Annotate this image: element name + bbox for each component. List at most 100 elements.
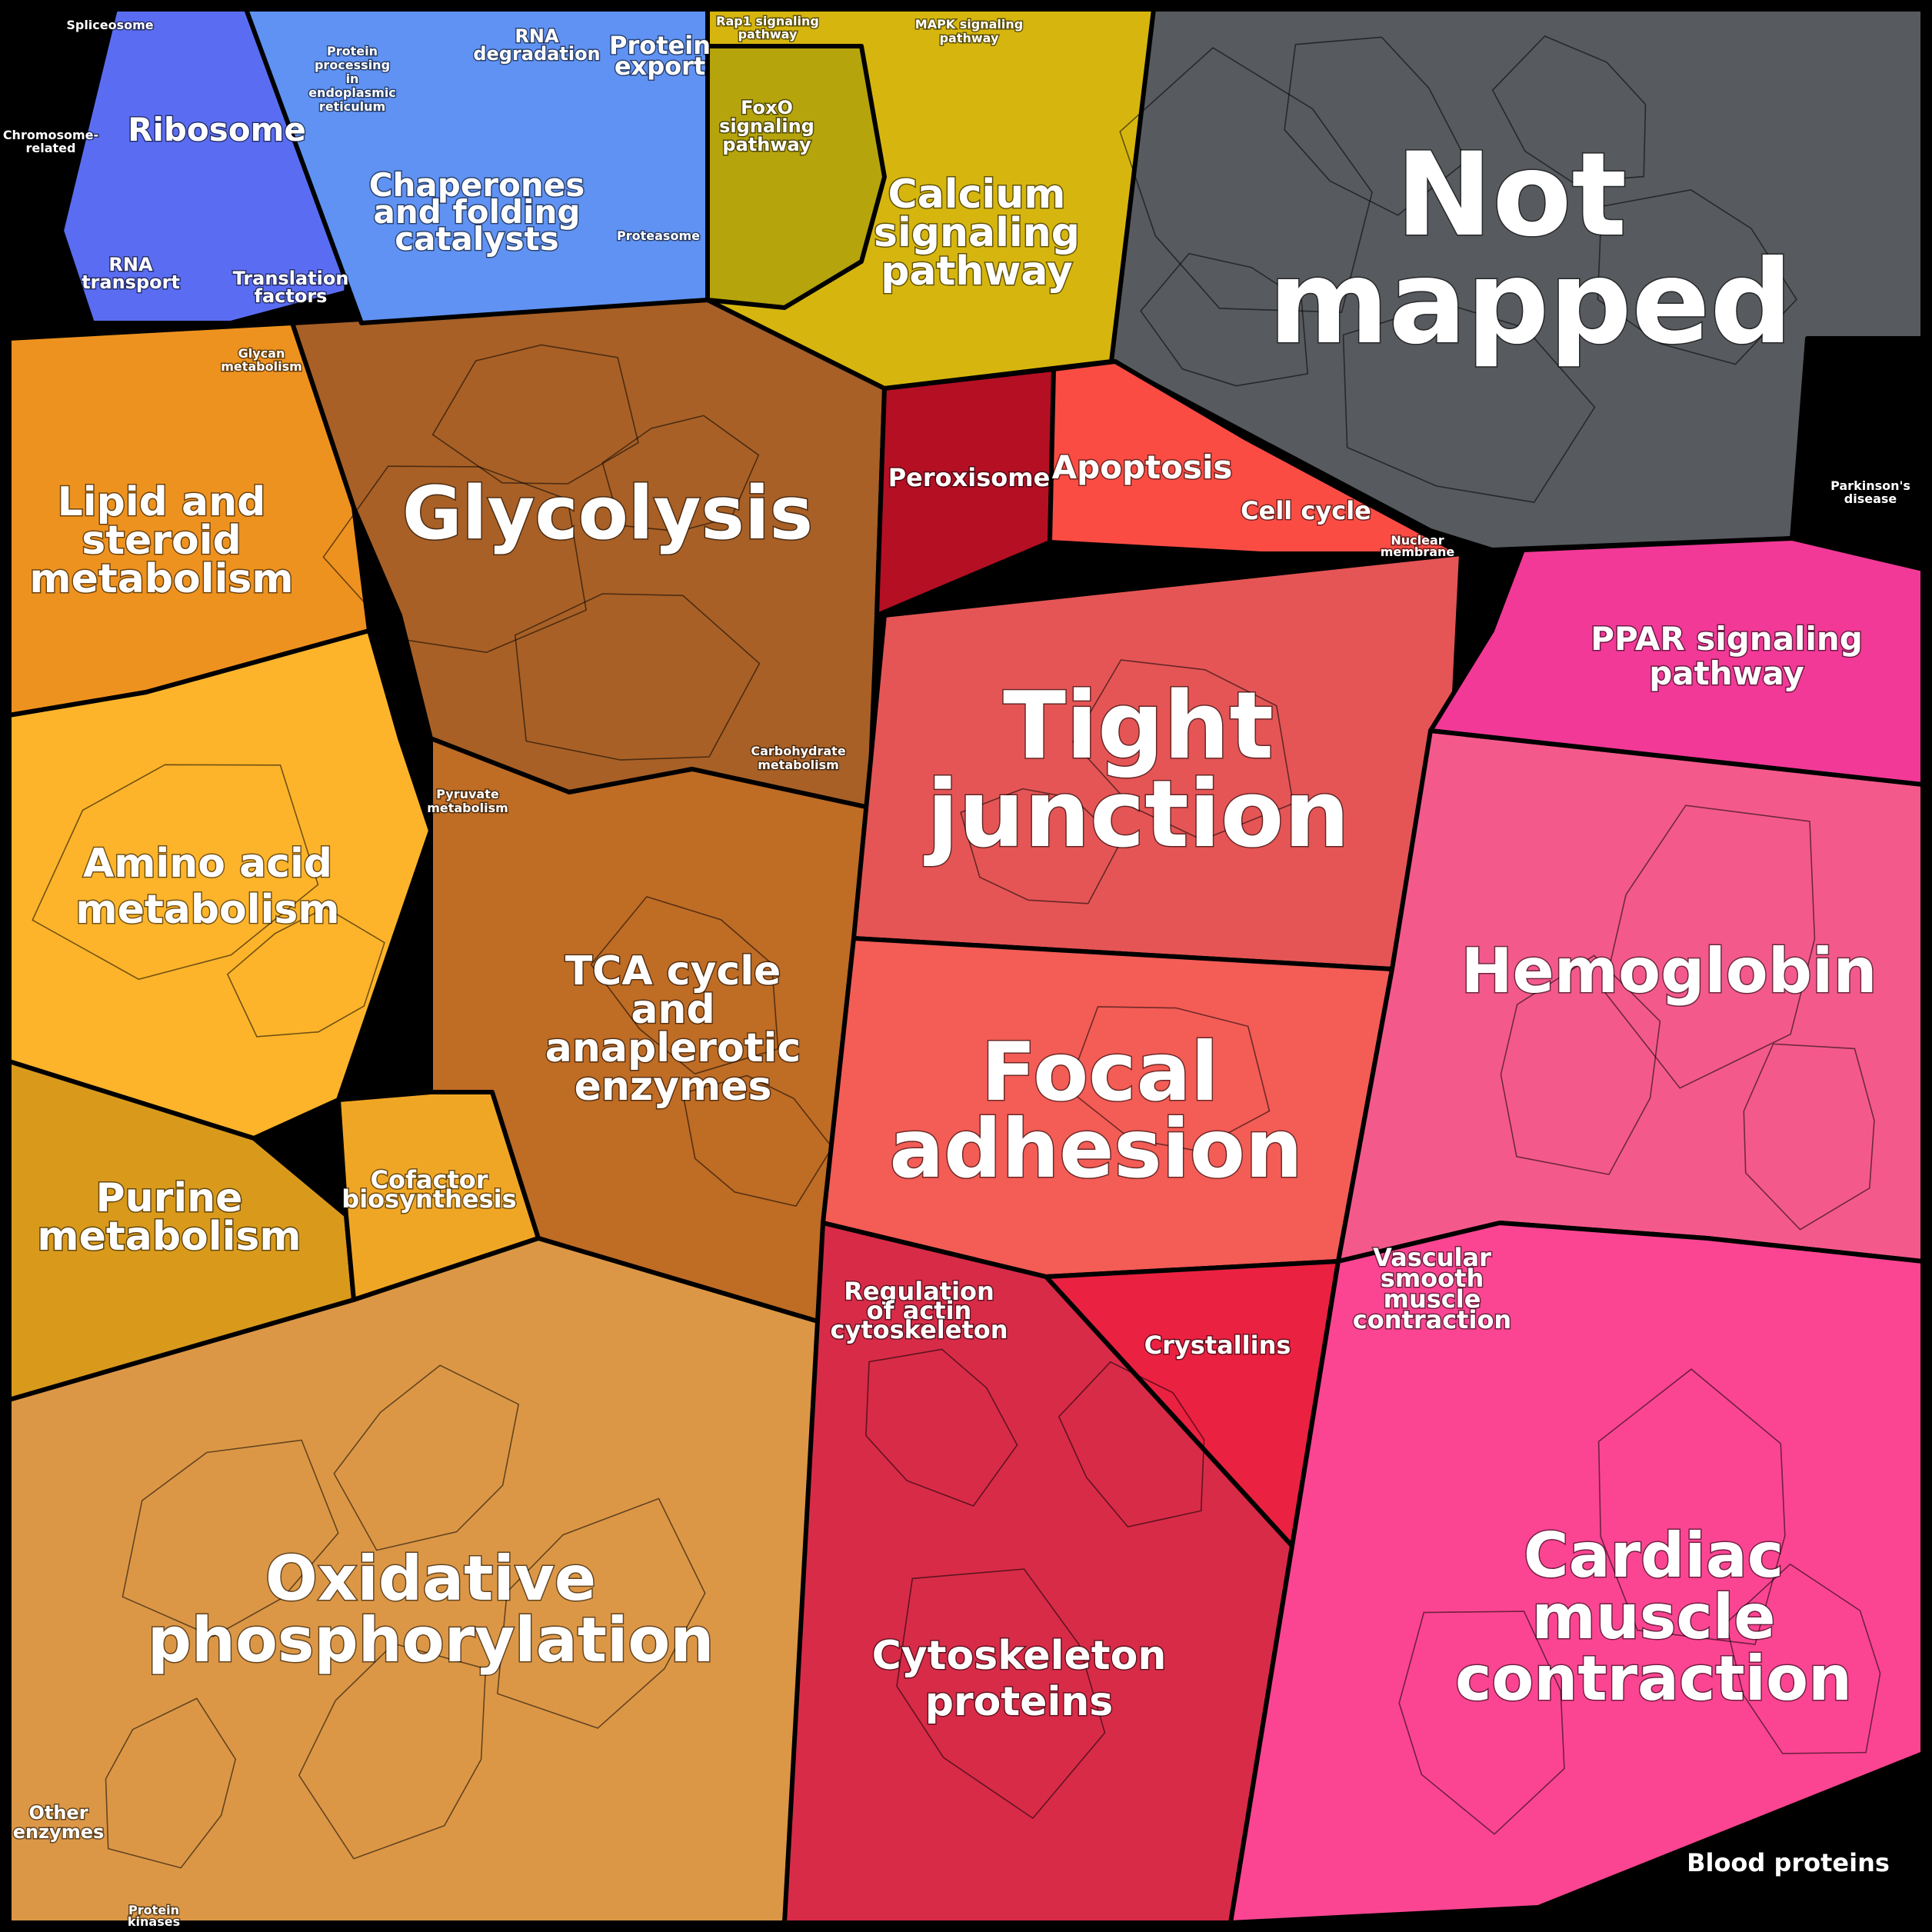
inner-cell	[32, 764, 319, 981]
region-label: PPAR signaling	[1591, 620, 1863, 658]
region-label: Rap1 signaling	[716, 14, 819, 28]
inner-cell	[865, 1348, 1018, 1507]
region-label: Cardiac	[1524, 1520, 1784, 1591]
region-label: enzymes	[575, 1064, 772, 1110]
region-label: metabolism	[758, 758, 839, 772]
region-label: Tight	[1003, 673, 1274, 780]
inner-cell	[1058, 1361, 1205, 1527]
region-label: and folding	[374, 193, 581, 231]
region-label: MAPK signaling	[915, 17, 1023, 32]
region-label: Other	[28, 1802, 88, 1824]
region-label: metabolism	[427, 801, 508, 815]
region-label: Cofactor	[370, 1165, 488, 1194]
region-label: Carbohydrate	[751, 744, 845, 758]
inner-cell	[1119, 47, 1373, 313]
region-label: smooth	[1381, 1264, 1484, 1293]
region-label: enzymes	[13, 1821, 105, 1843]
region-label: biosynthesis	[341, 1184, 516, 1214]
region-label: Hemoglobin	[1461, 935, 1877, 1007]
region-label: kinases	[128, 1914, 180, 1929]
region-label: Glycolysis	[402, 471, 813, 556]
region-label: catalysts	[395, 220, 559, 258]
region-label: processing	[315, 58, 390, 72]
region-label: anaplerotic	[545, 1025, 801, 1071]
inner-cell	[601, 415, 760, 532]
inner-cell	[1072, 659, 1294, 841]
region-chaperones	[244, 7, 710, 325]
region-label: Regulation	[844, 1277, 994, 1306]
inner-cell	[496, 1497, 706, 1729]
region-label: Lipid and	[58, 479, 266, 525]
region-label: metabolism	[29, 556, 293, 602]
region-label: Spliceosome	[66, 18, 153, 32]
region-ppar	[1428, 536, 1925, 787]
region-label: Not	[1396, 128, 1627, 262]
inner-cell	[1603, 804, 1816, 1089]
region-label: disease	[1844, 491, 1897, 506]
inner-cell	[1743, 1043, 1875, 1231]
inner-cell	[1342, 302, 1596, 503]
region-label: muscle	[1531, 1581, 1775, 1653]
inner-cell	[514, 593, 761, 761]
inner-cell	[1067, 1006, 1271, 1151]
inner-cell	[681, 1074, 833, 1208]
inner-cell	[960, 788, 1121, 904]
region-label: pathway	[1649, 655, 1804, 692]
region-label: endoplasmic	[308, 85, 396, 100]
region-label: Cell cycle	[1241, 496, 1371, 525]
region-label: Protein	[327, 44, 378, 58]
region-label: signaling	[874, 210, 1080, 256]
region-label: phosphorylation	[148, 1604, 715, 1676]
region-label: Protein	[609, 31, 711, 60]
region-label: transport	[82, 271, 180, 293]
region-label: contraction	[1353, 1305, 1511, 1334]
region-label: factors	[255, 285, 328, 307]
inner-cell	[1597, 1368, 1786, 1645]
inner-cell	[333, 1364, 520, 1551]
region-label: Nuclear	[1391, 533, 1444, 548]
region-label: Purine	[96, 1175, 243, 1221]
inner-cell	[1491, 35, 1647, 183]
region-label: in	[346, 72, 359, 86]
region-label: muscle	[1384, 1284, 1481, 1314]
inner-cell	[1597, 189, 1797, 365]
region-label: FoxO	[741, 97, 793, 118]
region-label: metabolism	[37, 1214, 301, 1260]
region-label: Amino acid	[83, 841, 332, 887]
region-label: Ribosome	[128, 111, 306, 148]
region-label: Chaperones	[369, 166, 585, 204]
region-label: Crystallins	[1144, 1331, 1291, 1360]
inner-cell	[298, 1643, 487, 1860]
inner-cell	[590, 895, 779, 1075]
region-label: proteins	[925, 1679, 1114, 1725]
region-label: RNA	[515, 25, 559, 47]
inner-cell	[1284, 36, 1467, 216]
region-label: junction	[924, 761, 1350, 868]
region-label: reticulum	[319, 99, 385, 114]
region-label: Proteasome	[617, 228, 700, 243]
region-label: TCA cycle	[565, 948, 781, 994]
region-label: Focal	[981, 1025, 1219, 1119]
region-label: RNA	[108, 254, 153, 275]
inner-cell	[105, 1697, 237, 1869]
region-label: pathway	[940, 31, 999, 45]
region-label: Peroxisome	[888, 463, 1051, 492]
region-label: of actin	[867, 1296, 972, 1325]
region-label: steroid	[82, 518, 242, 564]
region-label: adhesion	[889, 1102, 1302, 1196]
region-label: Calcium	[888, 172, 1066, 218]
region-label: related	[26, 141, 76, 155]
region-label: metabolism	[75, 887, 339, 933]
region-label: metabolism	[221, 359, 302, 374]
inner-cell	[122, 1439, 339, 1637]
region-label: Chromosome-	[3, 128, 98, 142]
region-label: Apoptosis	[1052, 448, 1233, 486]
region-label: pathway	[722, 134, 811, 155]
region-label: contraction	[1455, 1643, 1852, 1714]
region-label: cytoskeleton	[830, 1315, 1008, 1344]
region-label: membrane	[1381, 545, 1455, 559]
region-label: export	[615, 52, 705, 81]
inner-cell	[226, 907, 385, 1038]
